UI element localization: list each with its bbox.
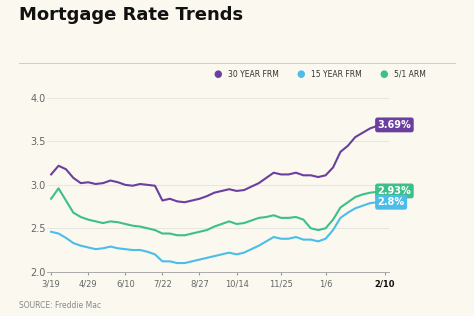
Text: 2.8%: 2.8% [378,197,405,207]
Text: Mortgage Rate Trends: Mortgage Rate Trends [19,6,243,24]
Text: 3.69%: 3.69% [378,120,411,130]
Text: ●: ● [213,69,222,79]
Text: SOURCE: Freddie Mac: SOURCE: Freddie Mac [19,301,101,310]
Text: 5/1 ARM: 5/1 ARM [394,70,426,79]
Text: ●: ● [379,69,388,79]
Text: 2.93%: 2.93% [378,186,411,196]
Text: 30 YEAR FRM: 30 YEAR FRM [228,70,279,79]
Text: 15 YEAR FRM: 15 YEAR FRM [311,70,362,79]
Text: ●: ● [296,69,305,79]
